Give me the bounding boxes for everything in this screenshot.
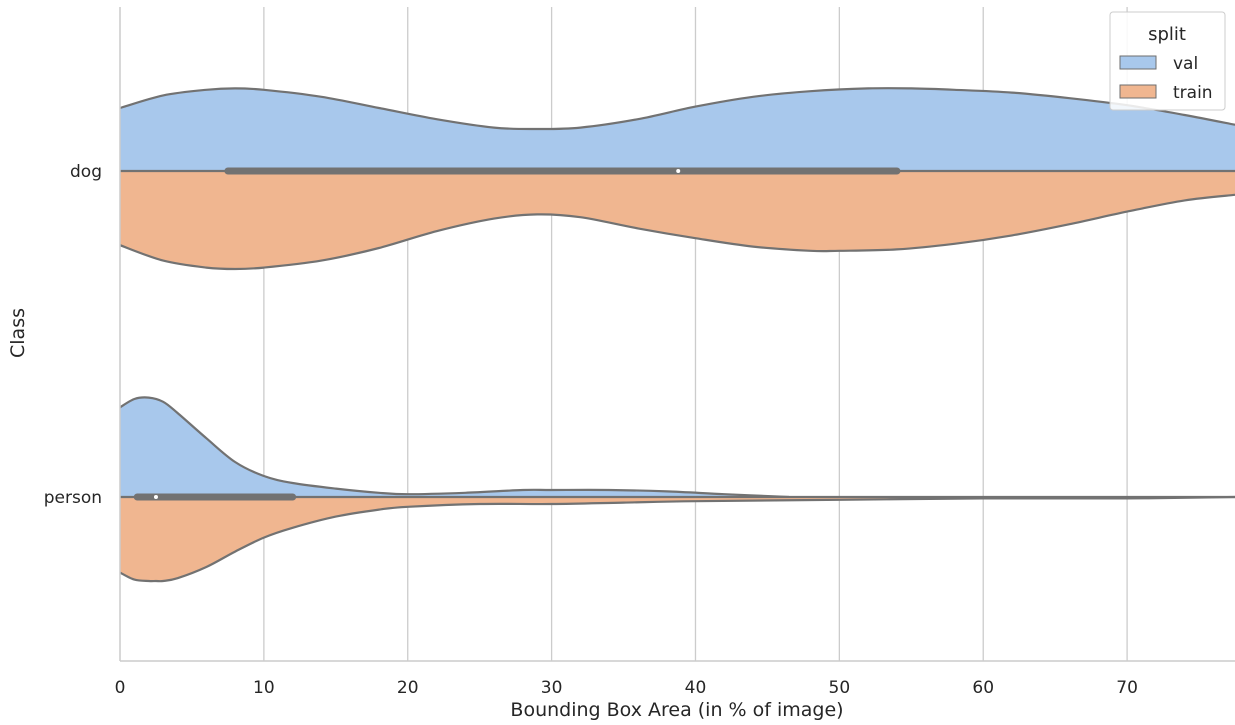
violin-val-dog (120, 88, 1235, 171)
y-tick-label-person: person (44, 488, 102, 508)
x-axis-label: Bounding Box Area (in % of image) (510, 699, 843, 721)
violin-plot-area (119, 87, 1235, 583)
violin-val-person (120, 397, 789, 497)
violin-outline-val-dog (119, 87, 1235, 131)
legend-label-val: val (1173, 54, 1198, 74)
legend: split val train (1109, 11, 1226, 111)
x-tick-label: 50 (829, 678, 851, 698)
x-tick-label: 60 (972, 678, 994, 698)
y-axis-label: Class (7, 308, 29, 358)
x-tick-label: 30 (541, 678, 563, 698)
legend-label-train: train (1173, 83, 1213, 103)
violin-outline-train-person (119, 495, 1235, 583)
x-tick-label: 40 (685, 678, 707, 698)
x-tick-label: 0 (115, 678, 126, 698)
legend-title: split (1148, 24, 1186, 45)
violin-train-dog (120, 171, 1235, 269)
x-tick-label: 70 (1116, 678, 1138, 698)
violin-train-person (120, 497, 1235, 582)
violin-outline-train-dog (119, 193, 1235, 271)
legend-swatch-train (1119, 84, 1157, 99)
median-point-dog (676, 169, 681, 173)
median-point-person (153, 495, 158, 499)
axes: 0 10 20 30 40 50 60 70 dog person (44, 7, 1235, 698)
x-tick-label: 10 (253, 678, 275, 698)
legend-swatch-val (1119, 55, 1157, 70)
inner-box-plots (120, 167, 1235, 501)
y-tick-label-dog: dog (70, 162, 102, 182)
x-tick-label: 20 (397, 678, 419, 698)
violin-outline-val-person (119, 396, 790, 499)
